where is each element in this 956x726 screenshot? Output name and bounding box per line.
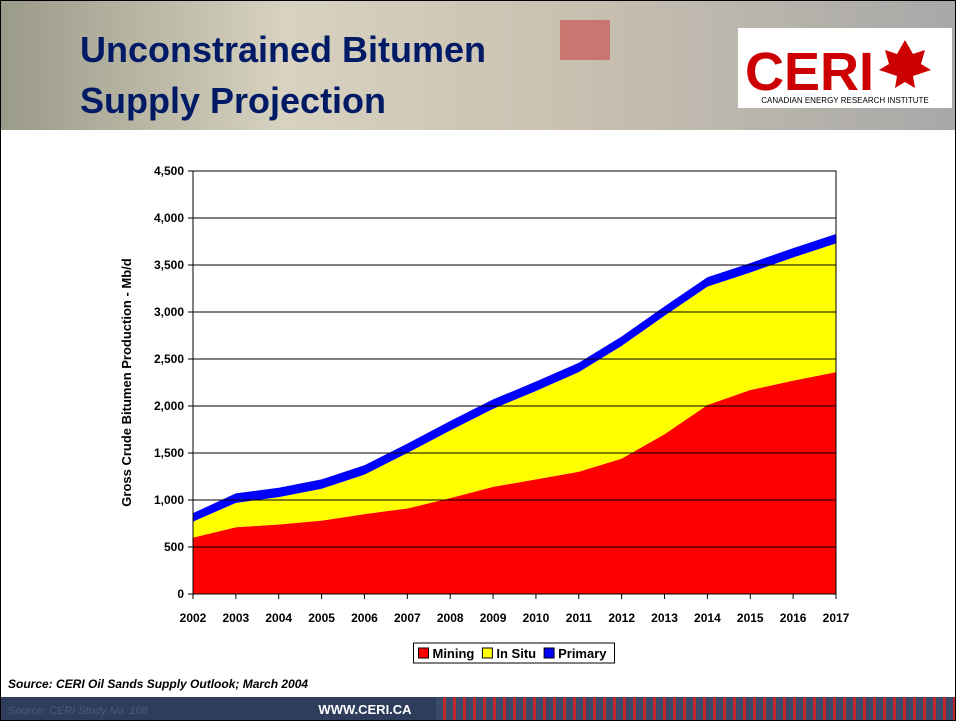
footer-stripes — [436, 697, 956, 721]
x-tick-label: 2005 — [308, 611, 335, 625]
x-tick-label: 2015 — [737, 611, 764, 625]
footer-study: Source: CERI Study No. 108 — [8, 705, 149, 717]
area — [193, 243, 836, 538]
y-axis-label: Gross Crude Bitumen Production - Mb/d — [119, 258, 134, 507]
x-tick-label: 2009 — [480, 611, 507, 625]
logo-caption: CANADIAN ENERGY RESEARCH INSTITUTE — [761, 96, 928, 105]
y-tick-label: 0 — [177, 587, 184, 601]
legend-label: Primary — [558, 646, 607, 661]
x-tick-label: 2003 — [223, 611, 250, 625]
logo: CERI — [745, 42, 874, 102]
maple-leaf — [879, 40, 931, 88]
x-tick-label: 2012 — [608, 611, 635, 625]
y-tick-label: 2,000 — [154, 399, 184, 413]
y-tick-label: 3,500 — [154, 258, 184, 272]
y-tick-label: 4,000 — [154, 211, 184, 225]
x-tick-label: 2004 — [265, 611, 292, 625]
x-tick-label: 2006 — [351, 611, 378, 625]
legend-label: In Situ — [496, 646, 536, 661]
legend-box — [412, 642, 616, 664]
title-line: Supply Projection — [80, 80, 386, 121]
legend-swatch — [543, 647, 555, 659]
legend-swatch — [417, 647, 429, 659]
header-flag — [560, 20, 610, 60]
x-tick-label: 2011 — [566, 611, 592, 625]
x-tick-label: 2013 — [651, 611, 678, 625]
legend-swatch — [481, 647, 493, 659]
legend-label: Mining — [432, 646, 474, 661]
y-tick-label: 1,500 — [154, 446, 184, 460]
area — [193, 372, 836, 594]
area — [193, 233, 836, 522]
y-tick-label: 500 — [164, 540, 184, 554]
y-tick-label: 1,000 — [154, 493, 184, 507]
x-tick-label: 2016 — [780, 611, 807, 625]
title-line: Unconstrained Bitumen — [80, 29, 486, 70]
source-note: Source: CERI Oil Sands Supply Outlook; M… — [8, 677, 308, 691]
x-tick-label: 2002 — [180, 611, 207, 625]
plot-frame — [192, 170, 837, 595]
y-tick-label: 4,500 — [154, 164, 184, 178]
y-tick-label: 2,500 — [154, 352, 184, 366]
footer-url: WWW.CERI.CA — [318, 702, 412, 717]
y-tick-label: 3,000 — [154, 305, 184, 319]
x-tick-label: 2014 — [694, 611, 721, 625]
x-tick-label: 2017 — [823, 611, 850, 625]
x-tick-label: 2010 — [523, 611, 550, 625]
x-tick-label: 2008 — [437, 611, 464, 625]
x-tick-label: 2007 — [394, 611, 421, 625]
